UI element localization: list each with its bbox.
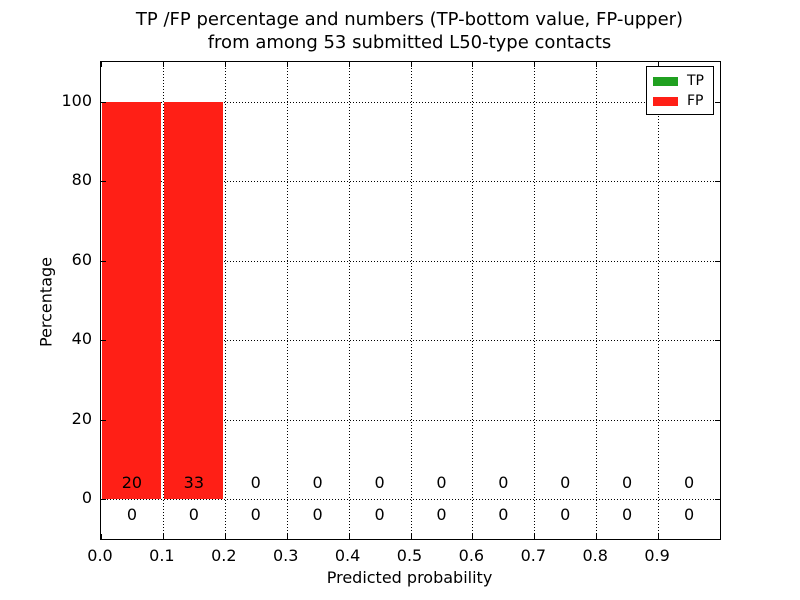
x-tick-bottom — [410, 534, 412, 539]
y-tick-left — [101, 181, 106, 183]
x-tick-bottom — [472, 534, 474, 539]
x-tick-label: 0.2 — [211, 546, 237, 565]
tp-count-label: 0 — [683, 505, 695, 525]
x-tick-bottom — [224, 534, 226, 539]
y-tick-left — [101, 340, 106, 342]
x-tick-label: 0.3 — [272, 546, 299, 565]
tp-count-label: 0 — [188, 505, 199, 525]
x-tick-bottom — [658, 534, 660, 539]
x-tick-label: 0.8 — [582, 546, 608, 565]
tp-count-label: 0 — [436, 505, 447, 525]
x-tick-label: 0.4 — [334, 546, 361, 565]
x-tick-label: 0.0 — [87, 546, 113, 565]
chart-title-line2: from among 53 submitted L50-type contact… — [207, 32, 612, 53]
y-tick-label: 20 — [71, 408, 92, 428]
grid-line-vertical — [348, 62, 350, 539]
fp-count-label: 0 — [498, 473, 509, 493]
fp-count-label: 0 — [374, 473, 385, 493]
fp-count-label: 0 — [683, 473, 695, 493]
y-tick-label: 80 — [71, 170, 92, 190]
y-tick-right — [715, 101, 720, 103]
grid-line-vertical — [162, 62, 164, 539]
fp-count-label: 0 — [312, 473, 323, 493]
x-tick-top — [534, 62, 536, 67]
x-tick-bottom — [534, 534, 536, 539]
tp-count-label: 0 — [312, 505, 323, 525]
plot-area: 0 0 0 0 0 0 0 0 0 0 20 33 0 0 0 0 0 0 0 0 — [100, 61, 721, 540]
fp-count-label: 0 — [250, 473, 261, 493]
y-tick-left — [101, 419, 106, 421]
x-tick-top — [286, 62, 288, 67]
bar-fp — [102, 101, 161, 500]
x-tick-bottom — [286, 534, 288, 539]
x-tick-top — [224, 62, 226, 67]
legend-row-tp: TP — [647, 71, 713, 91]
y-tick-label: 40 — [71, 329, 92, 349]
y-tick-label: 0 — [81, 488, 92, 508]
grid-line-horizontal — [101, 181, 720, 183]
fp-count-label: 0 — [436, 473, 447, 493]
x-tick-top — [410, 62, 412, 67]
fp-count-label: 0 — [622, 473, 633, 493]
x-tick-bottom — [596, 534, 598, 539]
grid-line-vertical — [472, 62, 474, 539]
tp-count-label: 0 — [560, 505, 571, 525]
y-tick-label: 100 — [61, 90, 92, 110]
grid-line-vertical — [410, 62, 412, 539]
x-tick-bottom — [162, 534, 164, 539]
fp-count-label: 20 — [121, 473, 143, 493]
x-tick-label: 0.1 — [149, 546, 175, 565]
y-tick-left — [101, 260, 106, 262]
x-tick-label: 0.7 — [520, 546, 547, 565]
x-tick-label: 0.6 — [458, 546, 485, 565]
zero-grid-line — [101, 499, 720, 501]
grid-line-horizontal — [101, 260, 720, 262]
x-tick-top — [101, 62, 102, 67]
grid-line-vertical — [286, 62, 288, 539]
y-tick-label: 60 — [71, 249, 92, 269]
chart-title: TP /FP percentage and numbers (TP-bottom… — [100, 8, 719, 54]
x-tick-bottom — [101, 534, 102, 539]
grid-line-horizontal — [101, 419, 720, 421]
legend-label-fp: FP — [687, 93, 704, 109]
legend: TP FP — [646, 66, 714, 115]
chart-title-line1: TP /FP percentage and numbers (TP-bottom… — [135, 9, 684, 30]
x-axis-label: Predicted probability — [326, 568, 493, 587]
x-tick-top — [162, 62, 164, 67]
fp-count-label: 33 — [183, 473, 205, 493]
x-tick-label: 0.9 — [644, 546, 670, 565]
grid-line-vertical — [534, 62, 536, 539]
y-tick-left — [101, 499, 106, 501]
tp-count-label: 0 — [250, 505, 261, 525]
grid-line-vertical — [658, 62, 660, 539]
fp-count-label: 0 — [560, 473, 571, 493]
tp-count-label: 0 — [374, 505, 385, 525]
grid-line-vertical — [596, 62, 598, 539]
y-tick-right — [715, 419, 720, 421]
x-tick-top — [348, 62, 350, 67]
y-tick-right — [715, 340, 720, 342]
x-tick-label: 0.5 — [396, 546, 423, 565]
legend-label-tp: TP — [687, 73, 704, 89]
y-tick-right — [715, 260, 720, 262]
grid-line-vertical — [224, 62, 226, 539]
y-tick-right — [715, 181, 720, 183]
tp-count-label: 0 — [622, 505, 633, 525]
tp-count-label: 0 — [126, 505, 138, 525]
bar-fp — [163, 101, 223, 500]
x-tick-bottom — [348, 534, 350, 539]
y-tick-right — [715, 499, 720, 501]
y-tick-left — [101, 101, 106, 103]
x-tick-top — [596, 62, 598, 67]
tp-count-label: 0 — [498, 505, 509, 525]
grid-line-horizontal — [101, 101, 720, 103]
x-tick-top — [658, 62, 660, 67]
grid-line-horizontal — [101, 340, 720, 342]
legend-row-fp: FP — [647, 91, 713, 111]
legend-swatch-tp — [653, 76, 678, 86]
legend-swatch-fp — [653, 96, 678, 106]
x-tick-top — [472, 62, 474, 67]
